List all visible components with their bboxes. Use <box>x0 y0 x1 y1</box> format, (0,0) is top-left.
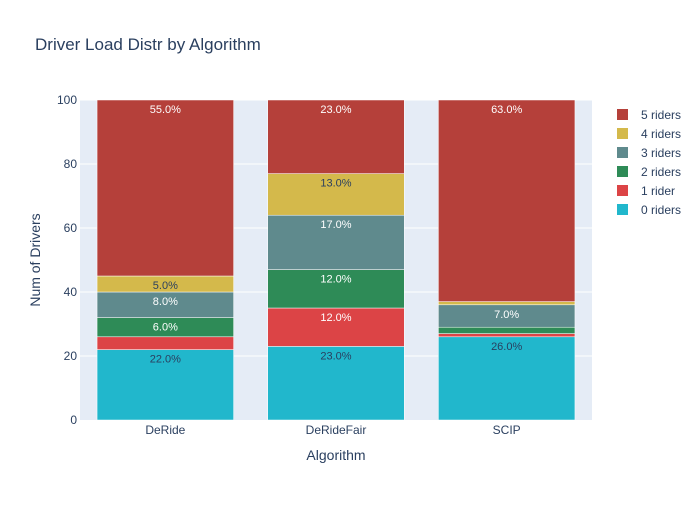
x-tick-label: SCIP <box>493 423 521 437</box>
x-tick-label: DeRideFair <box>306 423 367 437</box>
y-axis-ticks: 0 20 40 60 80 100 <box>57 93 77 427</box>
legend-swatch <box>617 128 628 139</box>
y-tick-label: 80 <box>64 157 78 171</box>
y-tick-label: 0 <box>70 413 77 427</box>
y-axis-title: Num of Drivers <box>27 213 43 306</box>
bar-segment <box>438 326 576 334</box>
y-tick-label: 40 <box>64 285 78 299</box>
bar-segment <box>96 336 234 350</box>
data-label: 17.0% <box>320 219 351 231</box>
legend-label: 0 riders <box>641 203 681 217</box>
x-tick-label: DeRide <box>145 423 185 437</box>
bars <box>96 99 576 421</box>
data-label: 13.0% <box>320 178 351 190</box>
legend-label: 5 riders <box>641 108 681 122</box>
y-tick-label: 20 <box>64 349 78 363</box>
bar-segment <box>438 99 576 302</box>
data-label: 23.0% <box>320 104 351 116</box>
bar-segment <box>267 214 405 270</box>
y-tick-label: 100 <box>57 93 77 107</box>
x-axis-title: Algorithm <box>306 447 365 463</box>
data-label: 6.0% <box>153 322 178 334</box>
x-axis-ticks: DeRide DeRideFair SCIP <box>145 423 520 437</box>
data-label: 22.0% <box>150 354 181 366</box>
data-label: 5.0% <box>153 280 178 292</box>
legend-item[interactable]: 4 riders <box>617 127 681 141</box>
legend-label: 2 riders <box>641 165 681 179</box>
data-label: 23.0% <box>320 350 351 362</box>
data-label: 26.0% <box>491 341 522 353</box>
legend-swatch <box>617 185 628 196</box>
legend-label: 4 riders <box>641 127 681 141</box>
data-label: 7.0% <box>494 309 519 321</box>
bar-segment <box>438 301 576 306</box>
bar-labels: 22.0% 6.0% 8.0% 5.0% 55.0% 23.0% 12.0% 12.0% 17.… <box>150 104 523 366</box>
legend-label: 3 riders <box>641 146 681 160</box>
legend-swatch <box>617 109 628 120</box>
legend-label: 1 rider <box>641 184 675 198</box>
legend: 5 riders 4 riders 3 riders 2 riders 1 rider 0… <box>617 108 681 217</box>
legend-item[interactable]: 2 riders <box>617 165 681 179</box>
y-tick-label: 60 <box>64 221 78 235</box>
legend-swatch <box>617 166 628 177</box>
bar-segment <box>267 307 405 347</box>
data-label: 63.0% <box>491 104 522 116</box>
legend-item[interactable]: 3 riders <box>617 146 681 160</box>
data-label: 8.0% <box>153 296 178 308</box>
legend-item[interactable]: 1 rider <box>617 184 675 198</box>
bar-segment <box>267 346 405 421</box>
bar-segment <box>96 349 234 421</box>
data-label: 12.0% <box>320 274 351 286</box>
bar-segment <box>267 99 405 174</box>
bar-segment <box>438 333 576 338</box>
legend-swatch <box>617 204 628 215</box>
bar-segment <box>267 173 405 216</box>
data-label: 12.0% <box>320 312 351 324</box>
legend-item[interactable]: 0 riders <box>617 203 681 217</box>
bar-segment <box>438 336 576 421</box>
bar-segment <box>96 99 234 277</box>
bar-segment <box>96 291 234 318</box>
legend-swatch <box>617 147 628 158</box>
chart-title: Driver Load Distr by Algorithm <box>35 35 261 54</box>
legend-item[interactable]: 5 riders <box>617 108 681 122</box>
data-label: 55.0% <box>150 104 181 116</box>
